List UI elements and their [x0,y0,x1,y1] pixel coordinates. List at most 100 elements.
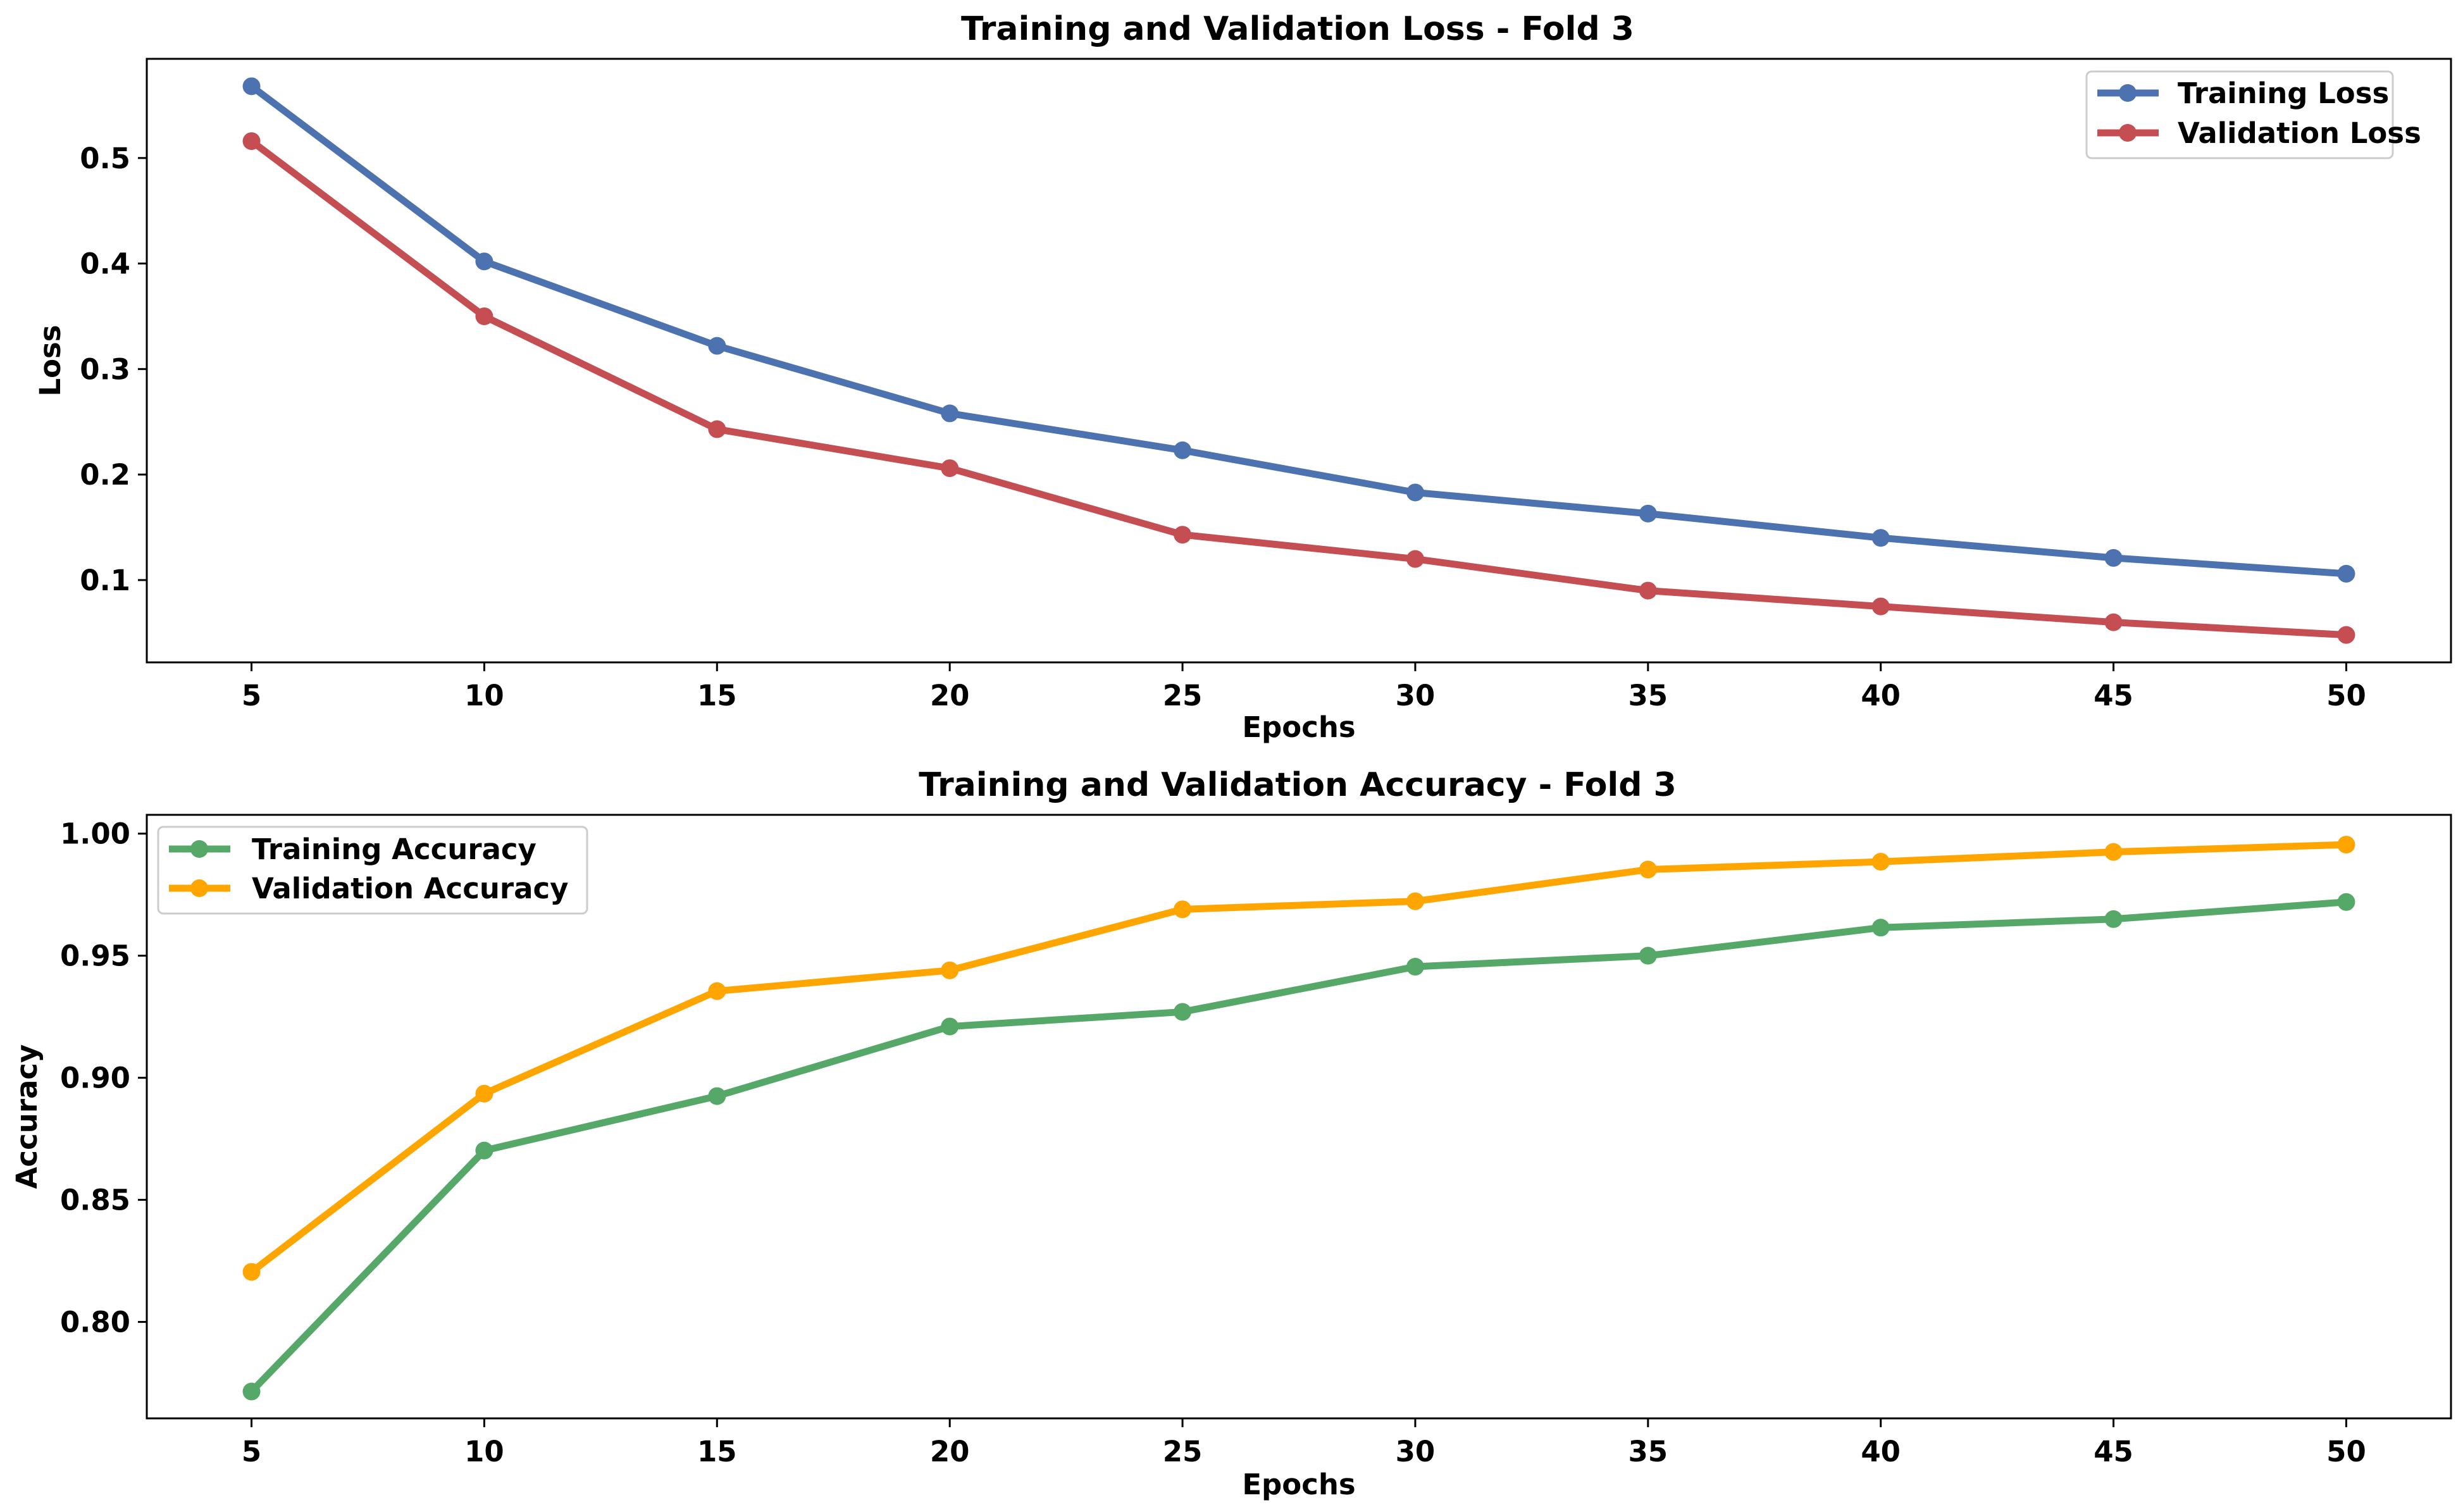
accuracy-legend-marker-training [190,840,208,858]
accuracy-x-tick-label: 30 [1396,1435,1436,1468]
accuracy-x-tick-label: 45 [2094,1435,2133,1468]
validation-loss-point [475,307,493,325]
loss-x-tick-label: 30 [1396,679,1436,712]
training-accuracy-point [1174,1003,1192,1021]
training-loss-point [1639,504,1657,523]
loss-x-tick-label: 25 [1163,679,1203,712]
loss-y-ticks: 0.1 0.2 0.3 0.4 0.5 [80,142,147,597]
validation-accuracy-point [242,1263,261,1281]
loss-legend-box [2085,70,2394,159]
loss-legend-label-validation: Validation Loss [2178,116,2421,150]
accuracy-x-tick-label: 40 [1861,1435,1901,1468]
loss-legend: Training Loss Validation Loss [2085,70,2421,159]
accuracy-x-tick-label: 35 [1629,1435,1668,1468]
validation-accuracy-point [1639,860,1657,879]
loss-series-group [242,77,2355,644]
validation-loss-point [242,132,261,151]
training-loss-point [242,77,261,96]
accuracy-legend-box [157,826,588,915]
accuracy-x-axis-label: Epochs [1242,1468,1355,1501]
loss-x-ticks: 5 10 15 20 25 30 35 40 45 50 [242,662,2366,712]
accuracy-chart-title: Training and Validation Accuracy - Fold … [919,766,1677,804]
loss-legend-marker-validation [2119,124,2137,142]
loss-x-tick-label: 20 [930,679,970,712]
loss-x-tick-label: 5 [242,679,261,712]
validation-loss-point [1406,550,1424,568]
training-loss-point [475,252,493,271]
validation-loss-point [941,459,959,478]
validation-accuracy-point [2337,836,2355,854]
validation-accuracy-point [1871,853,1890,871]
validation-loss-point [1174,526,1192,544]
accuracy-series-group [242,836,2355,1401]
training-accuracy-point [475,1141,493,1160]
accuracy-x-tick-label: 20 [930,1435,970,1468]
validation-accuracy-line [248,841,2350,1275]
loss-y-axis-label: Loss [34,325,67,396]
loss-y-tick-label: 0.5 [80,142,130,175]
training-accuracy-point [1639,946,1657,965]
accuracy-x-tick-label: 5 [242,1435,261,1468]
training-loss-line [248,82,2350,578]
accuracy-legend-marker-validation [190,879,208,897]
validation-accuracy-point [2104,843,2123,861]
accuracy-x-tick-label: 10 [464,1435,504,1468]
training-accuracy-point [1871,919,1890,937]
accuracy-chart: Training and Validation Accuracy - Fold … [10,766,2452,1501]
loss-x-tick-label: 40 [1861,679,1901,712]
loss-x-tick-label: 15 [697,679,737,712]
validation-loss-point [1639,581,1657,600]
accuracy-y-tick-label: 0.85 [60,1184,130,1217]
training-loss-point [1406,483,1424,502]
validation-accuracy-point [941,961,959,979]
training-accuracy-line [248,898,2350,1396]
training-accuracy-point [941,1017,959,1036]
loss-chart-title: Training and Validation Loss - Fold 3 [961,10,1634,48]
training-loss-point [1871,529,1890,547]
loss-chart: Training and Validation Loss - Fold 3 0.… [34,10,2452,744]
validation-accuracy-point [708,982,726,1000]
validation-loss-line [248,137,2350,639]
loss-legend-label-training: Training Loss [2178,77,2389,110]
training-loss-point [1174,441,1192,459]
training-accuracy-point [708,1087,726,1105]
training-loss-point [708,337,726,355]
accuracy-x-tick-label: 50 [2326,1435,2366,1468]
accuracy-y-ticks: 0.80 0.85 0.90 0.95 1.00 [60,817,147,1339]
loss-x-tick-label: 45 [2094,679,2133,712]
accuracy-x-tick-label: 25 [1163,1435,1203,1468]
training-loss-point [2337,564,2355,583]
accuracy-x-ticks: 5 10 15 20 25 30 35 40 45 50 [242,1418,2366,1468]
loss-x-tick-label: 50 [2326,679,2366,712]
training-loss-point [2104,548,2123,567]
accuracy-plot-frame [146,814,2452,1420]
accuracy-legend-label-validation: Validation Accuracy [252,872,569,905]
validation-loss-point [1871,597,1890,616]
accuracy-legend: Training Accuracy Validation Accuracy [157,826,588,915]
loss-y-tick-label: 0.2 [80,458,130,492]
accuracy-y-tick-label: 1.00 [60,817,130,851]
validation-accuracy-point [1406,892,1424,910]
loss-x-axis-label: Epochs [1242,710,1355,744]
validation-loss-point [2104,613,2123,631]
accuracy-legend-label-training: Training Accuracy [252,833,537,866]
training-accuracy-point [1406,958,1424,976]
loss-y-tick-label: 0.3 [80,352,130,386]
accuracy-x-tick-label: 15 [697,1435,737,1468]
loss-plot-frame [146,58,2452,664]
validation-accuracy-point [475,1084,493,1103]
training-accuracy-point [2337,893,2355,911]
training-accuracy-point [2104,910,2123,928]
loss-y-tick-label: 0.1 [80,564,130,597]
loss-x-tick-label: 10 [464,679,504,712]
accuracy-y-tick-label: 0.80 [60,1306,130,1339]
training-loss-point [941,404,959,423]
accuracy-y-axis-label: Accuracy [10,1044,44,1189]
accuracy-y-tick-label: 0.90 [60,1062,130,1095]
accuracy-y-tick-label: 0.95 [60,939,130,973]
validation-loss-point [2337,626,2355,644]
validation-loss-point [708,420,726,438]
training-accuracy-point [242,1382,261,1401]
loss-x-tick-label: 35 [1629,679,1668,712]
